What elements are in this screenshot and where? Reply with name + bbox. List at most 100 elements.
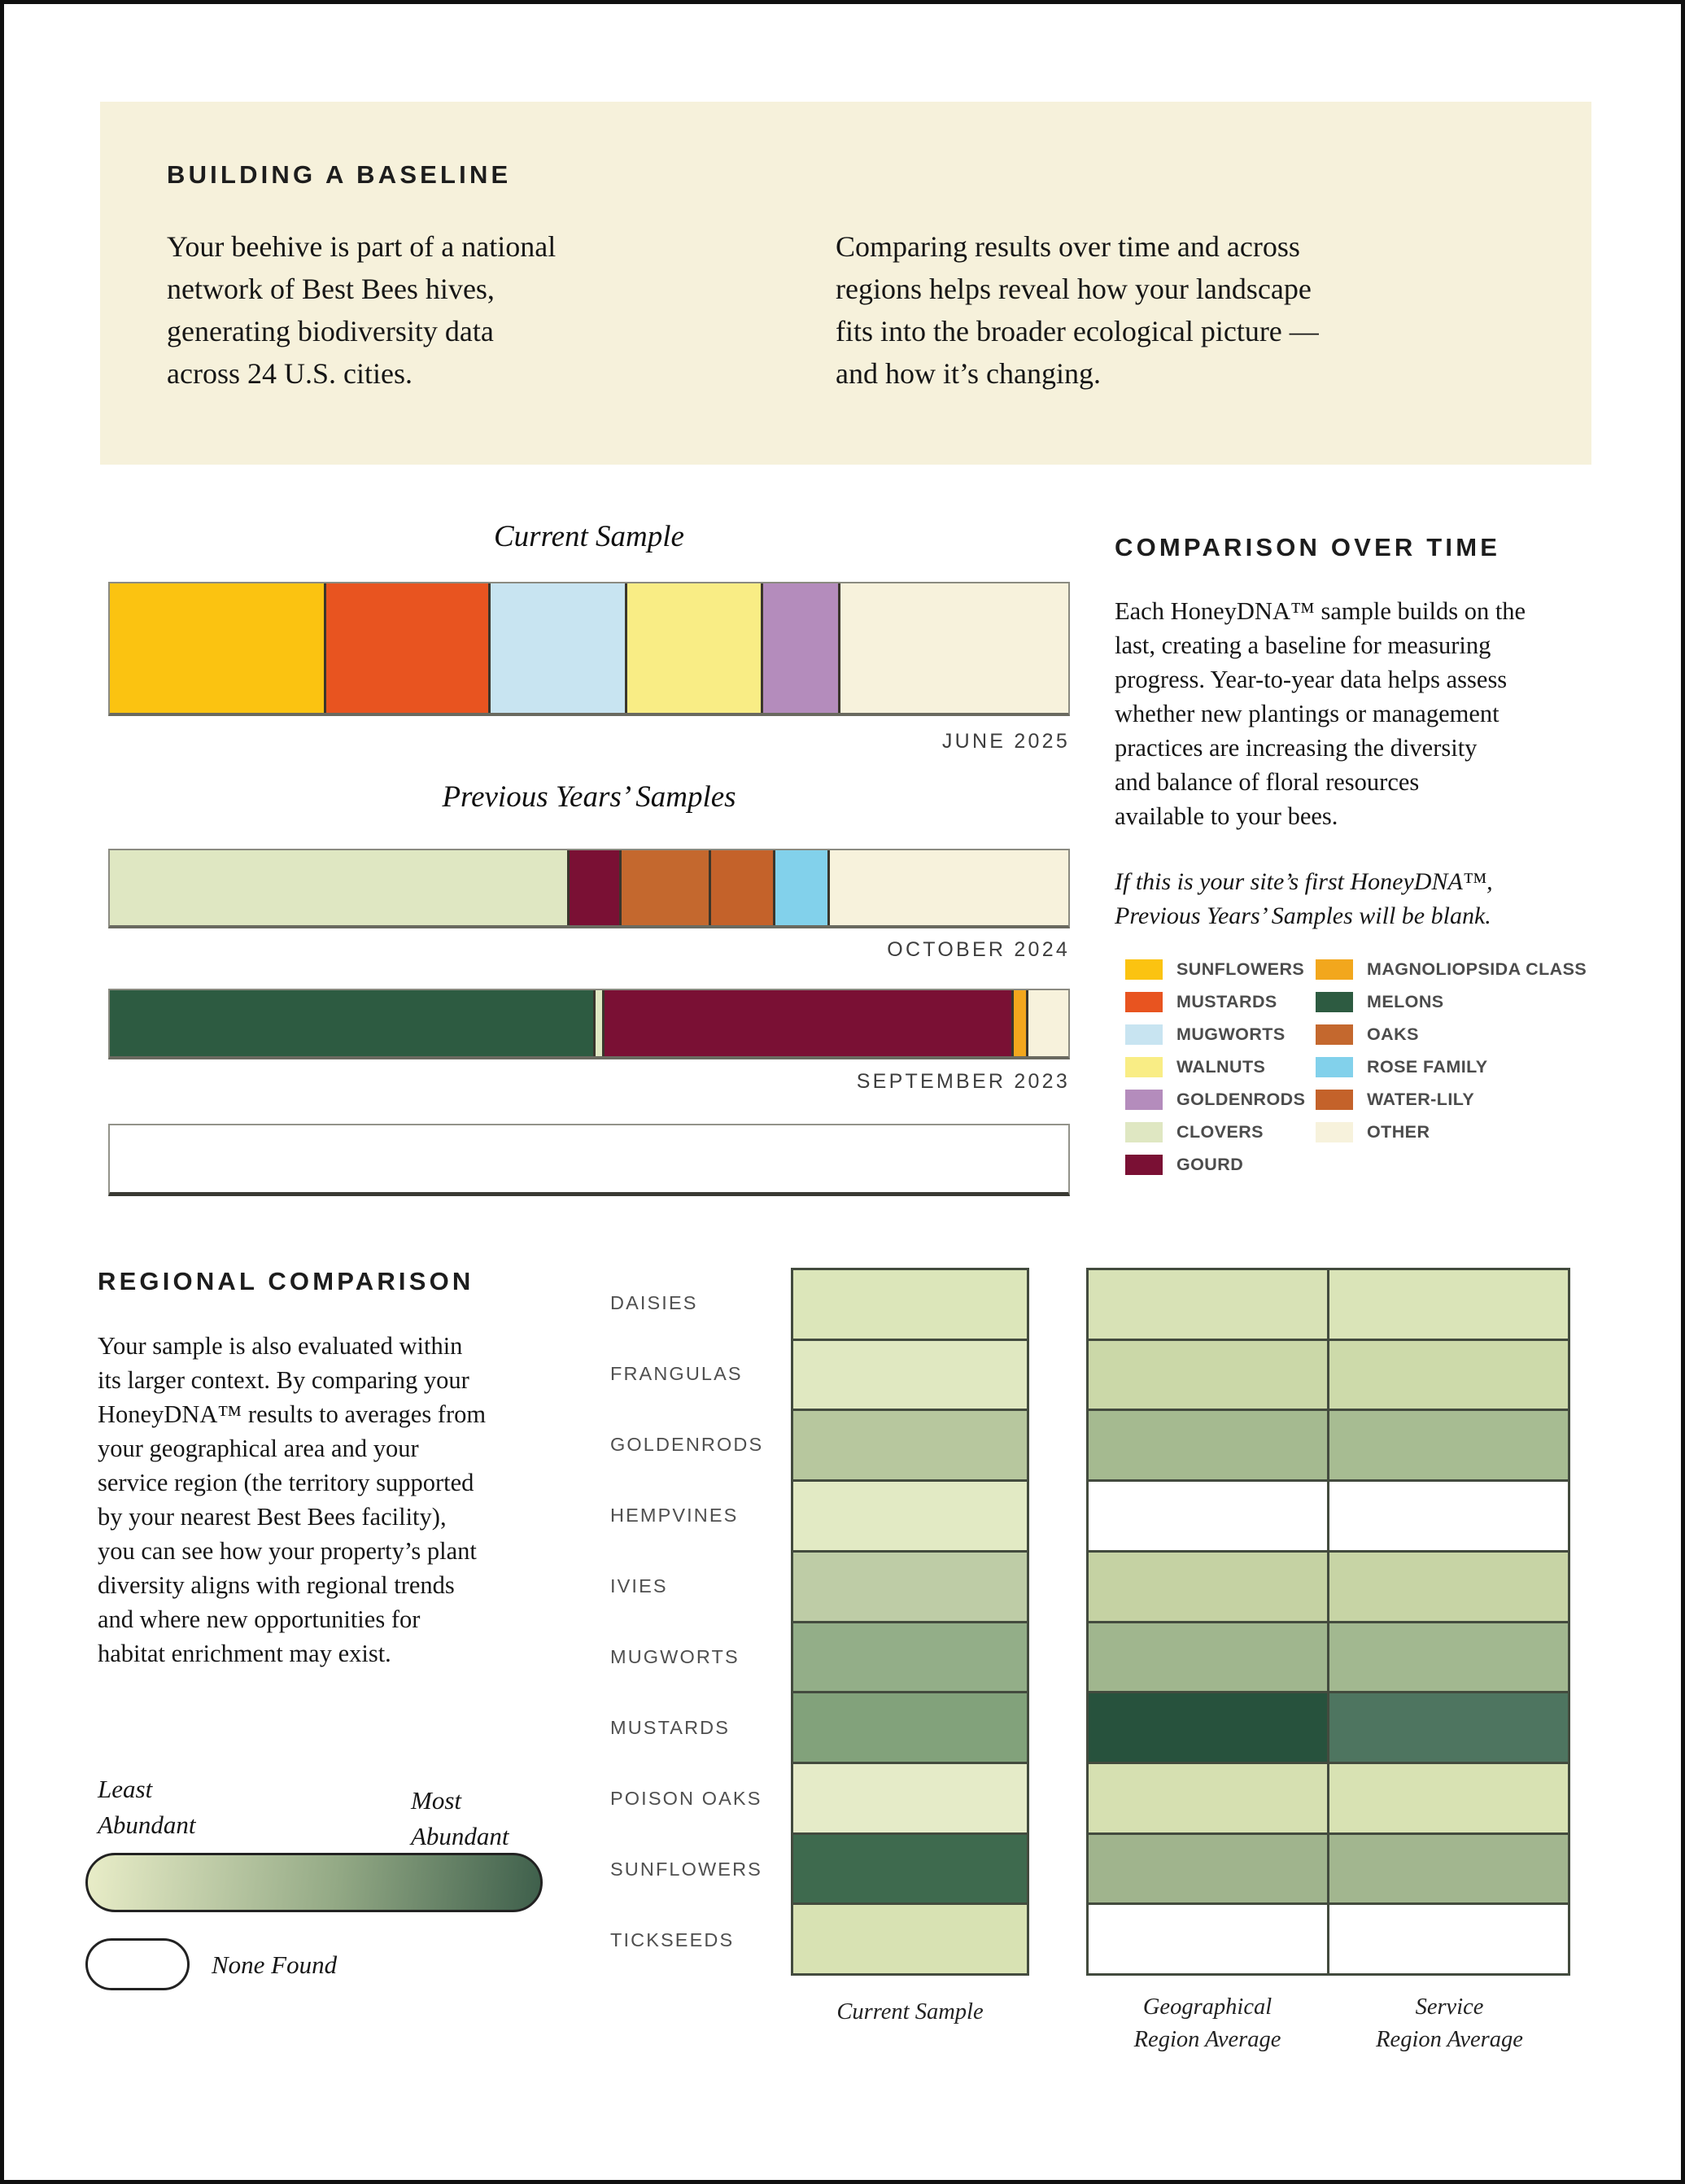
heatmap-row-tickseeds [1089,1902,1568,1974]
heatmap-row-daisies [793,1270,1027,1339]
legend-swatch-goldenrods [1125,1089,1163,1110]
heatmap-cell-tickseeds-current-sample [793,1905,1027,1974]
heatmap-cell-ivies-service-region-average [1327,1552,1568,1621]
heatmap-cell-daisies-current-sample [793,1270,1027,1339]
legend-label-clovers: CLOVERS [1176,1121,1264,1142]
legend-swatch-mustards [1125,991,1163,1012]
heatmap-cell-hempvines-geographical-region-average-none-found [1089,1482,1327,1550]
none-found-label: None Found [212,1950,338,1979]
heatmap-caption-geographical-region: Geographical Region Average [1133,1994,1281,2052]
heatmap-cell-sunflowers-service-region-average [1327,1834,1568,1903]
stacked-bar-october-2024 [108,849,1070,928]
intro-paragraph-left: Your beehive is part of a national netwo… [167,230,557,390]
heatmap-cell-poison-oaks-current-sample [793,1763,1027,1832]
legend-item-melons: MELONS [1316,985,1587,1018]
heatmap-row-labels: DAISIES FRANGULAS GOLDENRODS HEMPVINES IVIES… [610,1268,781,1976]
legend-item-gourd: GOURD [1125,1148,1305,1181]
heatmap-row-label-ivies: IVIES [610,1575,668,1597]
bar-segment-other [1026,990,1068,1056]
heatmap-row-label-goldenrods: GOLDENRODS [610,1434,764,1455]
comparison-heading: COMPARISON OVER TIME [1115,533,1501,561]
heatmap-caption-current-sample: Current Sample [836,1999,984,2025]
stacked-bar-september-2023 [108,989,1070,1059]
legend-item-walnuts: WALNUTS [1125,1051,1305,1083]
legend-swatch-sunflowers [1125,959,1163,980]
bar-segment-sunflowers [110,583,324,713]
heatmap-current-sample-column [791,1268,1029,1976]
legend-item-rose-family: ROSE FAMILY [1316,1051,1587,1083]
heatmap-row-goldenrods [793,1409,1027,1480]
legend-item-mugworts: MUGWORTS [1125,1018,1305,1051]
heatmap-row-label-tickseeds: TICKSEEDS [610,1929,735,1950]
scale-least-label: Least Abundant [98,1775,196,1839]
heatmap-row-ivies [793,1549,1027,1621]
legend-swatch-magnoliopsida-class [1316,959,1353,980]
heatmap-cell-tickseeds-geographical-region-average-none-found [1089,1905,1327,1974]
taxa-legend: SUNFLOWERS MUSTARDS MUGWORTS WALNUTS GOLDENR… [1125,953,1593,1189]
abundance-gradient-bar [85,1853,543,1912]
taxa-legend-column-2: MAGNOLIOPSIDA CLASS MELONS OAKS ROSE FAMILY… [1316,953,1587,1148]
heatmap-row-mustards [793,1691,1027,1762]
legend-label-rose-family: ROSE FAMILY [1367,1056,1488,1077]
legend-label-mugworts: MUGWORTS [1176,1024,1286,1044]
bar-segment-walnuts [624,583,761,713]
heatmap-row-daisies [1089,1270,1568,1339]
heatmap-cell-frangulas-current-sample [793,1340,1027,1409]
legend-label-oaks: OAKS [1367,1024,1419,1044]
heatmap-cell-daisies-service-region-average [1327,1270,1568,1339]
heatmap-row-mustards [1089,1691,1568,1762]
legend-item-other: OTHER [1316,1116,1587,1148]
heatmap-row-hempvines [793,1479,1027,1550]
legend-label-gourd: GOURD [1176,1154,1244,1174]
legend-label-melons: MELONS [1367,991,1444,1011]
bar-segment-melons [110,990,593,1056]
bar-segment-water-lily [709,850,774,925]
date-label-june-2025: JUNE 2025 [941,730,1070,753]
heatmap-cell-ivies-geographical-region-average [1089,1552,1327,1621]
bar-segment-gourd [566,850,619,925]
bar-segment-oaks [618,850,709,925]
heatmap-row-hempvines [1089,1479,1568,1550]
heatmap-caption-service-region: Service Region Average [1376,1994,1523,2052]
legend-swatch-mugworts [1125,1024,1163,1045]
legend-swatch-clovers [1125,1121,1163,1142]
heatmap-cell-ivies-current-sample [793,1552,1027,1621]
legend-label-goldenrods: GOLDENRODS [1176,1089,1306,1109]
stacked-bar-blank [108,1124,1070,1196]
bar-segment-clovers [110,850,567,925]
bar-segment-other [838,583,1068,713]
heatmap-cell-mugworts-geographical-region-average [1089,1623,1327,1692]
heatmap-row-label-mugworts: MUGWORTS [610,1646,740,1667]
heatmap-cell-daisies-geographical-region-average [1089,1270,1327,1339]
heatmap-row-label-sunflowers: SUNFLOWERS [610,1859,762,1880]
heatmap-row-frangulas [793,1338,1027,1409]
regional-heading: REGIONAL COMPARISON [98,1267,474,1295]
intro-paragraph-right: Comparing results over time and across r… [836,230,1319,390]
heatmap-row-label-frangulas: FRANGULAS [610,1363,743,1384]
bar-segment-magnoliopsida-class [1011,990,1027,1056]
bar-segment-mustards [323,583,489,713]
current-sample-title: Current Sample [494,520,684,553]
heatmap-cell-frangulas-service-region-average [1327,1340,1568,1409]
legend-swatch-oaks [1316,1024,1353,1045]
heatmap-row-sunflowers [793,1832,1027,1903]
scale-most-label: Most Abundant [411,1786,509,1850]
none-found-swatch [85,1938,190,1990]
heatmap-row-label-daisies: DAISIES [610,1292,698,1313]
legend-swatch-melons [1316,991,1353,1012]
heatmap-row-frangulas [1089,1338,1568,1409]
heatmap-cell-poison-oaks-geographical-region-average [1089,1763,1327,1832]
heatmap-row-poison-oaks [793,1761,1027,1832]
legend-label-water-lily: WATER-LILY [1367,1089,1475,1109]
heatmap-row-tickseeds [793,1902,1027,1974]
bar-segment-clovers [592,990,603,1056]
heatmap-cell-mugworts-current-sample [793,1623,1027,1692]
heatmap-cell-mustards-service-region-average [1327,1693,1568,1762]
intro-heading: BUILDING A BASELINE [167,160,512,189]
heatmap-row-mugworts [793,1620,1027,1692]
legend-label-mustards: MUSTARDS [1176,991,1277,1011]
heatmap-row-label-poison-oaks: POISON OAKS [610,1788,762,1809]
stacked-bar-june-2025 [108,582,1070,716]
heatmap-row-sunflowers [1089,1832,1568,1903]
legend-swatch-water-lily [1316,1089,1353,1110]
